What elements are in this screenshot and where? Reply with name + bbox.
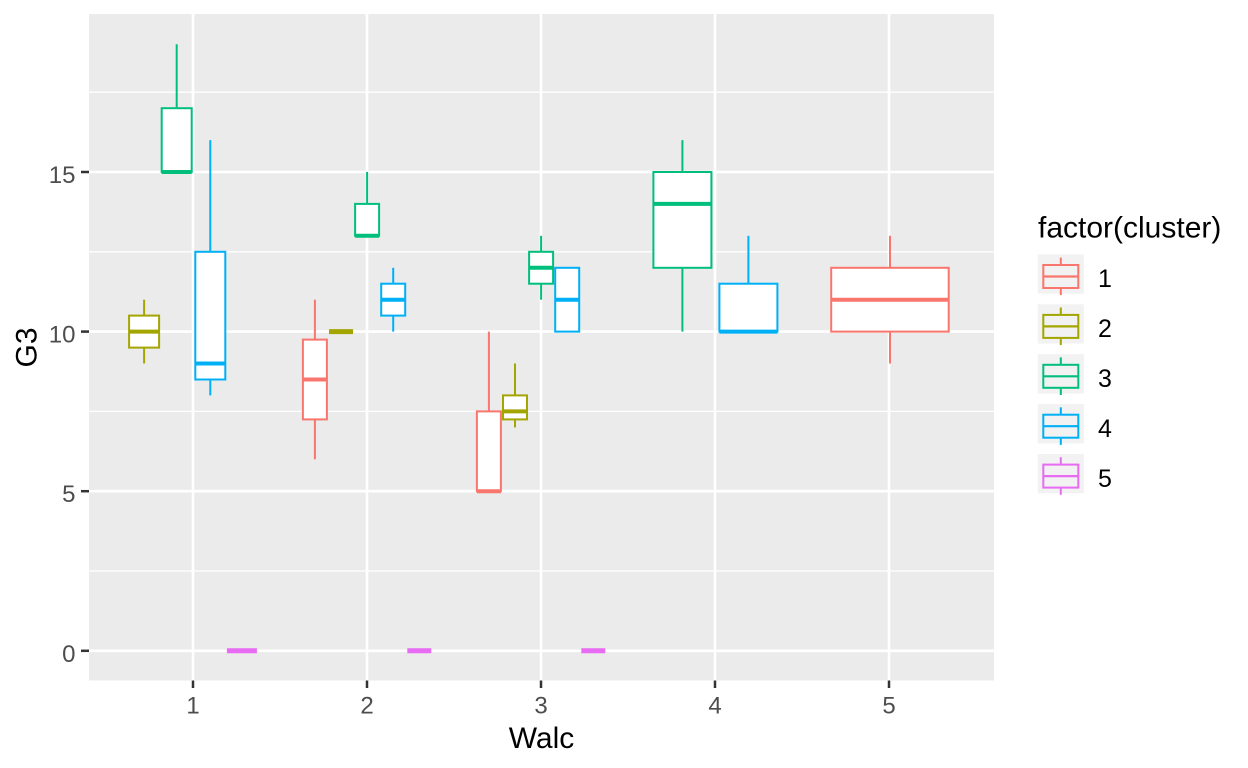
svg-text:1: 1 (1098, 265, 1112, 293)
svg-text:15: 15 (49, 162, 76, 189)
svg-text:Walc: Walc (509, 722, 575, 755)
svg-text:factor(cluster): factor(cluster) (1038, 212, 1221, 245)
svg-text:5: 5 (1098, 465, 1112, 493)
svg-text:4: 4 (708, 693, 721, 720)
svg-text:5: 5 (62, 481, 75, 508)
svg-text:G3: G3 (11, 327, 44, 367)
svg-text:4: 4 (1098, 415, 1112, 443)
svg-text:3: 3 (534, 693, 547, 720)
svg-text:5: 5 (882, 693, 895, 720)
svg-text:1: 1 (186, 693, 199, 720)
svg-text:0: 0 (62, 641, 75, 668)
svg-text:10: 10 (49, 322, 76, 349)
svg-text:2: 2 (360, 693, 373, 720)
svg-text:2: 2 (1098, 315, 1112, 343)
svg-text:3: 3 (1098, 365, 1112, 393)
